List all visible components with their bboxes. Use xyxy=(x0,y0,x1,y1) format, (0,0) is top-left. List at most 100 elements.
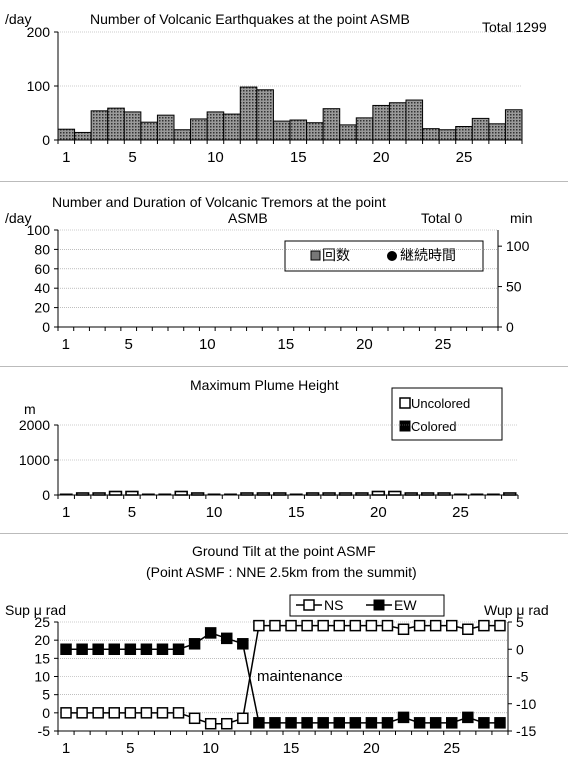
series-line-ew xyxy=(66,632,500,724)
bar xyxy=(57,128,76,141)
x-tick-label: 5 xyxy=(128,504,136,521)
point-ns xyxy=(429,619,442,632)
point-ew xyxy=(124,643,137,655)
point-ew xyxy=(156,643,169,655)
point-ns xyxy=(108,707,120,719)
y-tick-label: -5 xyxy=(38,723,51,739)
bar xyxy=(190,118,208,141)
x-tick-label: 10 xyxy=(199,336,216,353)
x-tick-label: 15 xyxy=(290,149,307,166)
bar xyxy=(256,89,274,141)
point-ew xyxy=(317,717,329,729)
legend-swatch-duration xyxy=(387,251,397,261)
y-tick-label: 0 xyxy=(42,487,50,503)
bar xyxy=(405,99,424,141)
x-tick-label: 25 xyxy=(452,504,469,521)
y-tick-label: 100 xyxy=(27,78,51,94)
point-ew xyxy=(349,717,362,729)
point-ew xyxy=(140,643,153,655)
point-ns xyxy=(60,707,72,719)
legend-swatch-count xyxy=(310,250,321,261)
annotation-maintenance: maintenance xyxy=(257,668,343,685)
point-ew xyxy=(253,717,265,729)
bar xyxy=(173,129,192,141)
point-ns xyxy=(269,619,281,632)
point-ew xyxy=(188,638,201,650)
y2-tick-label: 5 xyxy=(516,614,524,630)
x-tick-label: 15 xyxy=(283,740,300,757)
point-ew xyxy=(285,717,297,729)
point-ns xyxy=(124,707,137,719)
point-ew xyxy=(237,638,249,650)
bar xyxy=(438,129,457,141)
legend-label-uncolored: Uncolored xyxy=(411,396,470,411)
earthquake-chart: /day Number of Volcanic Earthquakes at t… xyxy=(5,11,547,166)
chart-title-line1: Ground Tilt at the point ASMF xyxy=(192,543,376,559)
bar xyxy=(488,123,506,141)
bar xyxy=(74,131,92,141)
point-ew xyxy=(333,717,345,729)
y-tick-label: 15 xyxy=(34,650,50,666)
x-tick-label: 1 xyxy=(62,149,70,166)
y2-tick-label: 0 xyxy=(516,641,524,657)
bar xyxy=(455,126,473,141)
y-tick-label: 100 xyxy=(27,222,51,238)
divider xyxy=(0,366,568,367)
point-ew xyxy=(381,717,394,729)
bar-uncolored xyxy=(371,490,386,496)
bar xyxy=(339,124,357,141)
y2-tick-label: 50 xyxy=(506,279,522,295)
x-tick-label: 20 xyxy=(370,504,387,521)
legend: 回数 継続時間 xyxy=(284,240,484,272)
point-ns xyxy=(204,717,217,730)
y-tick-label: 20 xyxy=(34,300,50,316)
y2-tick-label: 100 xyxy=(506,238,530,254)
x-tick-label: 1 xyxy=(62,740,70,757)
bar-uncolored xyxy=(174,490,188,496)
point-ns xyxy=(188,712,201,725)
bar xyxy=(90,110,109,141)
bar xyxy=(372,104,390,141)
point-ew xyxy=(92,643,104,655)
legend-label-ns: NS xyxy=(324,597,343,613)
point-ew xyxy=(76,643,88,655)
total-label: Total 1299 xyxy=(482,19,547,35)
legend-swatch-ns xyxy=(303,599,315,611)
y-tick-label: 80 xyxy=(34,241,50,257)
point-ns xyxy=(237,712,249,725)
bar xyxy=(107,107,125,141)
x-tick-label: 25 xyxy=(443,740,460,757)
legend: NS EW xyxy=(289,594,445,617)
point-ns xyxy=(285,619,297,632)
x-tick-label: 10 xyxy=(202,740,219,757)
point-ns xyxy=(413,619,426,632)
y-tick-label: 1000 xyxy=(19,452,50,468)
point-ew xyxy=(478,717,490,729)
x-tick-label: 25 xyxy=(435,336,452,353)
y-tick-label: 0 xyxy=(42,705,50,721)
point-ns xyxy=(253,619,265,632)
y-tick-label: 0 xyxy=(42,132,50,148)
point-ns xyxy=(76,707,88,719)
y2-tick-label: -10 xyxy=(516,696,536,712)
x-tick-label: 20 xyxy=(363,740,380,757)
y-tick-label: 2000 xyxy=(19,417,50,433)
tilt-chart: Ground Tilt at the point ASMF (Point ASM… xyxy=(5,543,549,757)
point-ns xyxy=(92,707,104,719)
bar xyxy=(422,128,440,141)
x-tick-label: 5 xyxy=(126,740,134,757)
chart-title: Maximum Plume Height xyxy=(190,377,339,393)
chart-title: Number of Volcanic Earthquakes at the po… xyxy=(90,11,410,27)
x-tick-label: 1 xyxy=(62,336,70,353)
legend-swatch-colored xyxy=(399,420,411,432)
chart-title-line1: Number and Duration of Volcanic Tremors … xyxy=(52,194,386,210)
x-tick-label: 5 xyxy=(125,336,133,353)
point-ew xyxy=(462,711,474,724)
x-tick-label: 1 xyxy=(62,504,70,521)
bar-uncolored xyxy=(108,490,123,496)
point-ew xyxy=(301,717,313,729)
bar xyxy=(239,86,258,141)
x-tick-label: 15 xyxy=(288,504,305,521)
point-ns xyxy=(349,619,362,632)
legend-label-duration: 継続時間 xyxy=(400,247,456,263)
